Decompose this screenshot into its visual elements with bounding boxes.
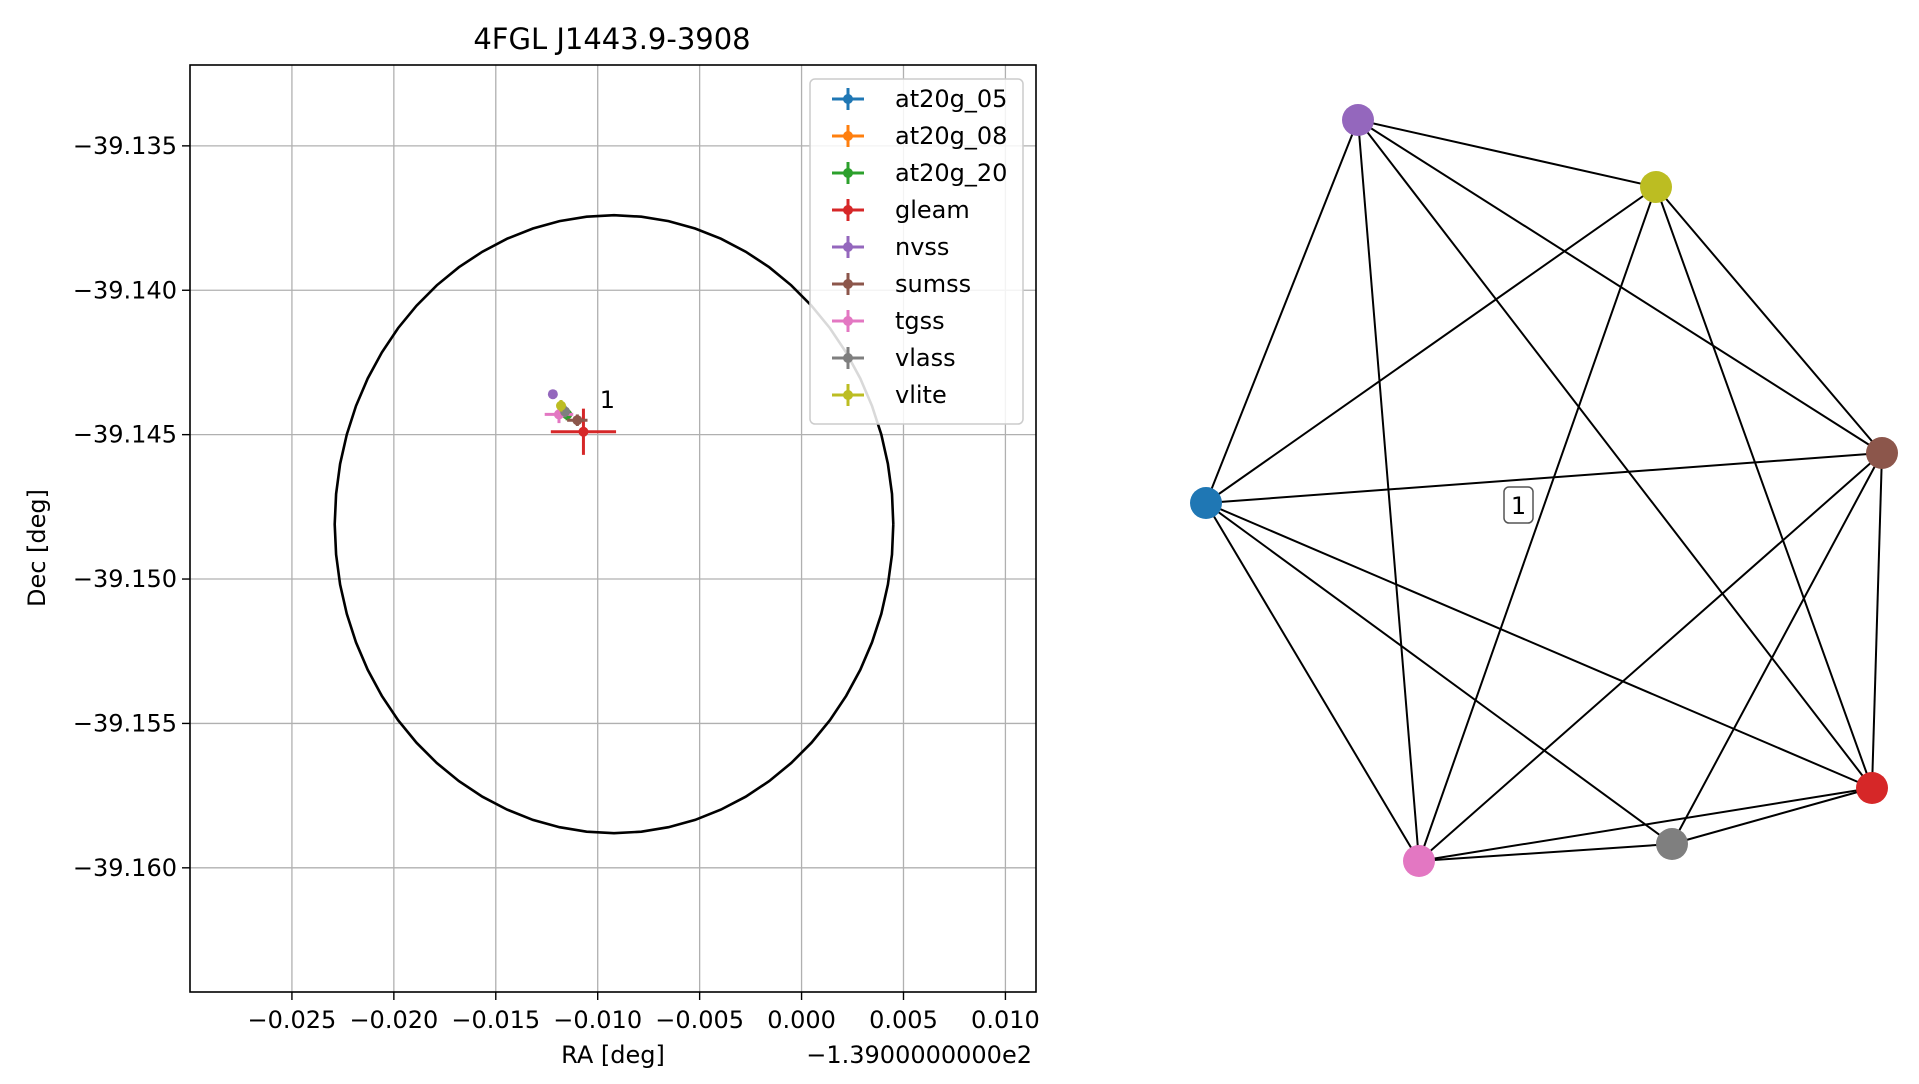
edge-purple-olive bbox=[1357, 119, 1657, 188]
legend-label: at20g_20 bbox=[895, 159, 1007, 187]
x-tick-label: −0.010 bbox=[553, 1006, 642, 1034]
x-offset-label: −1.3900000000e2 bbox=[806, 1041, 1032, 1069]
legend-box bbox=[809, 78, 1024, 425]
edge-brown-pink bbox=[1418, 452, 1883, 862]
marker bbox=[556, 400, 567, 411]
edge-label-text: 1 bbox=[1511, 492, 1526, 520]
legend-marker bbox=[843, 205, 853, 215]
node-olive bbox=[1640, 171, 1672, 203]
y-tick-label: −39.155 bbox=[73, 709, 177, 737]
cluster-label: 1 bbox=[600, 386, 615, 414]
node-pink bbox=[1403, 845, 1435, 877]
legend-label: vlass bbox=[895, 344, 956, 372]
node-blue bbox=[1190, 487, 1222, 519]
error-ellipse-layer bbox=[333, 213, 895, 835]
marker bbox=[572, 415, 583, 426]
network-edges bbox=[1205, 119, 1883, 862]
point-nvss bbox=[547, 389, 558, 400]
legend-entry-vlass: vlass bbox=[832, 344, 956, 372]
node-purple bbox=[1342, 104, 1374, 136]
legend-marker bbox=[843, 94, 853, 104]
node-brown bbox=[1866, 437, 1898, 469]
legend-marker bbox=[843, 168, 853, 178]
y-axis-label: Dec [deg] bbox=[23, 489, 51, 607]
y-tick-label: −39.150 bbox=[73, 565, 177, 593]
legend-label: nvss bbox=[895, 233, 949, 261]
legend-entry-sumss: sumss bbox=[832, 270, 971, 298]
legend-entry-nvss: nvss bbox=[832, 233, 949, 261]
node-red bbox=[1856, 772, 1888, 804]
x-tick-label: −0.025 bbox=[248, 1006, 337, 1034]
x-axis-ticks: −0.025 −0.020 −0.015 −0.010 −0.005 0.000 0.005… bbox=[248, 992, 1040, 1034]
edge-red-gray bbox=[1671, 787, 1873, 845]
legend-marker bbox=[843, 353, 853, 363]
x-tick-label: 0.000 bbox=[767, 1006, 836, 1034]
legend-label: at20g_08 bbox=[895, 122, 1007, 150]
legend-marker bbox=[843, 390, 853, 400]
x-tick-label: −0.005 bbox=[655, 1006, 744, 1034]
legend-entry-at20g_20: at20g_20 bbox=[832, 159, 1007, 187]
legend-entry-tgss: tgss bbox=[832, 307, 945, 335]
network-nodes bbox=[1190, 104, 1898, 877]
edge-olive-pink bbox=[1418, 186, 1657, 862]
y-tick-label: −39.135 bbox=[73, 132, 177, 160]
legend-marker bbox=[843, 242, 853, 252]
point-vlite bbox=[556, 399, 567, 412]
edge-label: 1 bbox=[1503, 486, 1534, 524]
edge-olive-red bbox=[1655, 186, 1873, 789]
edge-olive-blue bbox=[1205, 186, 1657, 504]
point-sumss bbox=[567, 414, 588, 426]
legend-entry-at20g_08: at20g_08 bbox=[832, 122, 1007, 150]
edge-blue-gray bbox=[1205, 502, 1673, 845]
chart-title: 4FGL J1443.9-3908 bbox=[473, 22, 750, 56]
legend-label: tgss bbox=[895, 307, 945, 335]
edge-brown-red bbox=[1871, 452, 1883, 789]
edge-red-pink bbox=[1418, 787, 1873, 862]
x-tick-label: 0.010 bbox=[971, 1006, 1040, 1034]
legend-marker bbox=[843, 316, 853, 326]
y-tick-label: −39.140 bbox=[73, 276, 177, 304]
x-tick-label: 0.005 bbox=[869, 1006, 938, 1034]
point-gleam bbox=[550, 408, 617, 455]
x-tick-label: −0.020 bbox=[349, 1006, 438, 1034]
legend-label: at20g_05 bbox=[895, 85, 1007, 113]
plot-frame bbox=[189, 64, 1037, 993]
network-diagram: 1 bbox=[1190, 104, 1898, 877]
edge-gray-pink bbox=[1418, 843, 1673, 862]
edge-brown-gray bbox=[1671, 452, 1883, 845]
legend-marker bbox=[843, 279, 853, 289]
edge-purple-blue bbox=[1205, 119, 1359, 504]
legend-label: sumss bbox=[895, 270, 971, 298]
legend-entry-vlite: vlite bbox=[832, 381, 947, 409]
error-ellipse bbox=[333, 213, 895, 835]
y-tick-label: −39.160 bbox=[73, 854, 177, 882]
marker bbox=[578, 426, 589, 437]
node-gray bbox=[1656, 828, 1688, 860]
legend-entry-gleam: gleam bbox=[832, 196, 970, 224]
edge-blue-pink bbox=[1205, 502, 1420, 862]
edge-purple-red bbox=[1357, 119, 1873, 789]
legend-label: gleam bbox=[895, 196, 970, 224]
x-tick-label: −0.015 bbox=[451, 1006, 540, 1034]
scatter-chart: 4FGL J1443.9-3908 1 −0.025 −0.020 −0.015 −0… bbox=[23, 22, 1040, 1069]
y-axis-ticks: −39.135 −39.140 −39.145 −39.150 −39.155 −39.1… bbox=[73, 132, 190, 882]
edge-olive-brown bbox=[1655, 186, 1883, 454]
marker bbox=[547, 389, 558, 400]
y-tick-label: −39.145 bbox=[73, 421, 177, 449]
legend-entry-at20g_05: at20g_05 bbox=[832, 85, 1007, 113]
edge-blue-red bbox=[1205, 502, 1873, 789]
grid-lines bbox=[190, 65, 1036, 992]
edge-blue-brown bbox=[1205, 452, 1883, 504]
legend-label: vlite bbox=[895, 381, 947, 409]
legend-marker bbox=[843, 131, 853, 141]
x-axis-label: RA [deg] bbox=[561, 1041, 665, 1069]
data-points bbox=[544, 389, 617, 455]
edge-label-box bbox=[1503, 486, 1534, 524]
